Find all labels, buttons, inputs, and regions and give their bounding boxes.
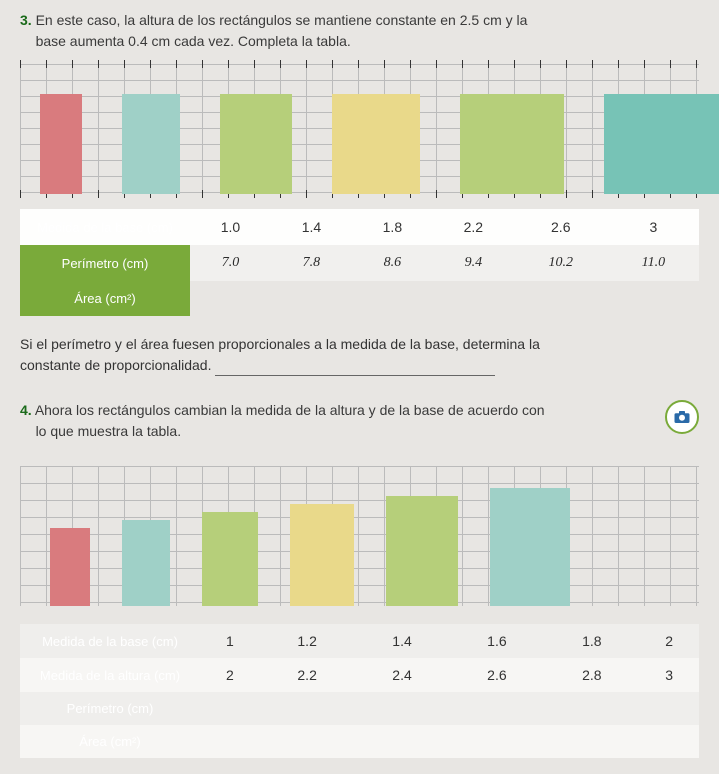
q3-base-5: 3 <box>608 209 699 245</box>
q4-rect-5 <box>490 488 570 606</box>
q4-base-4: 1.8 <box>544 624 639 658</box>
q3-area-4[interactable] <box>514 281 608 316</box>
q3-perim-4[interactable]: 10.2 <box>514 245 608 281</box>
q4-base-5: 2 <box>639 624 699 658</box>
q4-text: 4. Ahora los rectángulos cambian la medi… <box>20 400 699 442</box>
q4-height-4: 2.8 <box>544 658 639 692</box>
q4-height-0: 2 <box>200 658 260 692</box>
q3-perim-3[interactable]: 9.4 <box>433 245 514 281</box>
q3-area-0[interactable] <box>190 281 271 316</box>
q3-area-1[interactable] <box>271 281 352 316</box>
q4-table: Medida de la base (cm) 1 1.2 1.4 1.6 1.8… <box>20 624 699 758</box>
q4-base-1: 1.2 <box>260 624 355 658</box>
q3-rectangles <box>20 94 719 194</box>
q3-area-5[interactable] <box>608 281 699 316</box>
q4-rect-2 <box>202 512 258 606</box>
q3-text: 3. En este caso, la altura de los rectán… <box>20 10 699 52</box>
q4-base-3: 1.6 <box>449 624 544 658</box>
q3-perim-label: Perímetro (cm) <box>20 245 190 281</box>
q3-area-label: Área (cm²) <box>20 281 190 316</box>
q3-rect-0 <box>40 94 82 194</box>
q4-height-5: 3 <box>639 658 699 692</box>
camera-icon <box>665 400 699 434</box>
q3-perim-5[interactable]: 11.0 <box>608 245 699 281</box>
q3-line2: base aumenta 0.4 cm cada vez. Completa l… <box>36 33 351 49</box>
q3-rect-1 <box>122 94 180 194</box>
q4-area-5[interactable] <box>639 725 699 758</box>
q4-area-3[interactable] <box>449 725 544 758</box>
q3-base-4: 2.6 <box>514 209 608 245</box>
q4-rect-4 <box>386 496 458 606</box>
q3-number: 3. <box>20 12 32 28</box>
q3-rect-5 <box>604 94 719 194</box>
q4-rect-0 <box>50 528 90 606</box>
q4-height-3: 2.6 <box>449 658 544 692</box>
grid-ticks-top <box>20 60 699 68</box>
q4-line1: Ahora los rectángulos cambian la medida … <box>35 402 545 418</box>
q3-followup-line1: Si el perímetro y el área fuesen proporc… <box>20 336 540 352</box>
q4-area-4[interactable] <box>544 725 639 758</box>
q4-rect-1 <box>122 520 170 606</box>
q3-base-3: 2.2 <box>433 209 514 245</box>
q4-perim-5[interactable] <box>639 692 699 725</box>
q4-number: 4. <box>20 402 32 418</box>
q3-line1: En este caso, la altura de los rectángul… <box>36 12 528 28</box>
q4-base-label: Medida de la base (cm) <box>20 624 200 658</box>
q4-perim-2[interactable] <box>355 692 450 725</box>
q4-area-1[interactable] <box>260 725 355 758</box>
q3-base-2: 1.8 <box>352 209 433 245</box>
q4-area-0[interactable] <box>200 725 260 758</box>
q4-perim-3[interactable] <box>449 692 544 725</box>
q3-followup-line2: constante de proporcionalidad. <box>20 357 211 373</box>
q3-followup: Si el perímetro y el área fuesen proporc… <box>20 334 699 376</box>
q4-height-label: Medida de la altura (cm) <box>20 658 200 692</box>
q4-perim-label: Perímetro (cm) <box>20 692 200 725</box>
q4-area-label: Área (cm²) <box>20 725 200 758</box>
q4-perim-0[interactable] <box>200 692 260 725</box>
q3-rect-3 <box>332 94 420 194</box>
q4-rectangles <box>20 488 570 606</box>
q3-rect-2 <box>220 94 292 194</box>
q4-area-2[interactable] <box>355 725 450 758</box>
q4-height-2: 2.4 <box>355 658 450 692</box>
q4-perim-1[interactable] <box>260 692 355 725</box>
q3-perim-2[interactable]: 8.6 <box>352 245 433 281</box>
q4-base-0: 1 <box>200 624 260 658</box>
q3-base-1: 1.4 <box>271 209 352 245</box>
q4-base-2: 1.4 <box>355 624 450 658</box>
q4-grid <box>20 466 699 606</box>
q3-grid <box>20 64 699 194</box>
q3-table: Medida de la base (cm) 1.0 1.4 1.8 2.2 2… <box>20 209 699 316</box>
q3-perim-1[interactable]: 7.8 <box>271 245 352 281</box>
q3-area-3[interactable] <box>433 281 514 316</box>
q3-base-0: 1.0 <box>190 209 271 245</box>
q3-rect-4 <box>460 94 564 194</box>
q4-line2: lo que muestra la tabla. <box>36 423 182 439</box>
q4-perim-4[interactable] <box>544 692 639 725</box>
q3-answer-blank[interactable] <box>215 362 495 376</box>
q3-area-2[interactable] <box>352 281 433 316</box>
q3-base-label: Medida de la base (cm) <box>20 209 190 245</box>
q4-rect-3 <box>290 504 354 606</box>
q3-perim-0[interactable]: 7.0 <box>190 245 271 281</box>
q4-height-1: 2.2 <box>260 658 355 692</box>
